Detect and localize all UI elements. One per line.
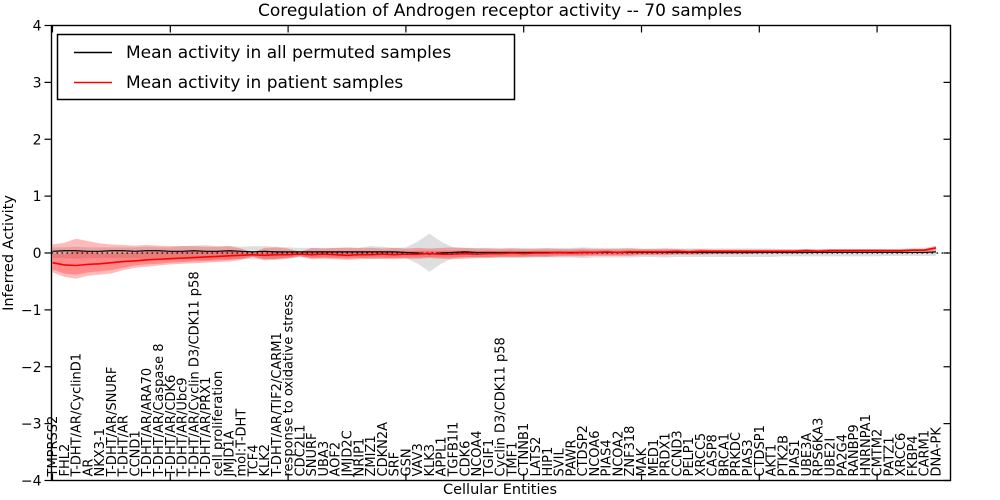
x-tick-label: PAWR — [564, 439, 579, 476]
x-tick-label: NRIP1 — [352, 438, 367, 477]
x-tick-label: PTK2B — [776, 435, 791, 477]
x-tick-label: DNA-PK — [930, 427, 945, 477]
x-tick-label: JMJD1A — [223, 430, 238, 477]
patient-std-inner-band — [52, 246, 936, 275]
y-tick-label: −2 — [21, 360, 42, 376]
legend: Mean activity in all permuted samples Me… — [56, 33, 516, 101]
x-tick-label: UBA3 — [317, 441, 332, 477]
x-tick-label: NKX3-1 — [93, 428, 108, 476]
x-tick-label: T-DHT/AR/CDK6 — [164, 375, 179, 478]
x-tick-label: CDK6 — [458, 441, 473, 477]
x-tick-label: T-DHT/AR — [117, 415, 132, 477]
plot-area: 4 3 2 1 0 −1 −2 −3 −4 TMPRSS2FHL2T-DHT/AR/CyclinD… — [21, 19, 952, 490]
x-tick-label: FKBP4 — [906, 435, 921, 476]
x-tick-label: KLK2 — [258, 444, 273, 477]
x-tick-label: SNURF — [305, 432, 320, 476]
y-tick-label: 3 — [33, 75, 42, 91]
x-tick-label: response to oxidative stress — [282, 294, 297, 477]
x-tick-label: AR — [81, 459, 96, 477]
patient-std-outer-band — [52, 238, 936, 279]
x-tick-label: PIAS4 — [600, 439, 615, 476]
x-tick-label: PELP1 — [682, 437, 697, 476]
x-tick-label: TMPRSS2 — [46, 416, 61, 478]
x-tick-label: T-DHT/AR/TIF2/CARM1 — [270, 332, 285, 477]
x-tick-label: Cyclin D3/CDK11 p58 — [494, 337, 509, 476]
x-tick-label: ZNF318 — [623, 426, 638, 477]
x-tick-label: PATZ1 — [882, 436, 897, 476]
x-tick-label: VAV3 — [411, 443, 426, 476]
x-tick-label: AOF2 — [329, 442, 344, 477]
legend-label-patient: Mean activity in patient samples — [126, 73, 403, 93]
x-tick-label: HNRNPA1 — [859, 414, 874, 476]
x-tick-label: NCOA6 — [588, 431, 603, 477]
x-tick-label: XRCC5 — [694, 433, 709, 477]
x-tick-label: CDKN2A — [376, 422, 391, 477]
x-tick-label: T-DHT/AR/CyclinD1 — [70, 353, 85, 478]
x-tick-label: CDC2L1 — [293, 425, 308, 477]
x-tick-label: CTDSP2 — [576, 425, 591, 476]
x-tick-label: CTNNB1 — [517, 423, 532, 477]
x-tick-label: CARM1 — [918, 430, 933, 477]
x-tick-label: SRF — [388, 452, 403, 477]
x-tick-label: UBE3A — [800, 433, 815, 477]
x-tick-label: TMF1 — [505, 442, 520, 478]
x-tick-label: APPL1 — [435, 436, 450, 476]
x-tick-label: ZMIZ1 — [364, 435, 379, 476]
y-tick-label: −1 — [21, 303, 42, 319]
x-tick-label: NCOA4 — [470, 431, 485, 477]
x-tick-label: CMTM2 — [871, 429, 886, 477]
chart-title: Coregulation of Androgen receptor activi… — [258, 1, 742, 21]
x-tick-label: HIP1 — [541, 447, 556, 477]
y-tick-label: 0 — [33, 246, 42, 262]
x-tick-label: T-DHT/AR/Caspase 8 — [152, 343, 167, 477]
x-tick-label: RANBP9 — [847, 424, 862, 476]
y-tick-label: −3 — [21, 417, 42, 433]
x-tick-label: GSN — [399, 448, 414, 476]
x-tick-label: CTDSP1 — [753, 425, 768, 476]
x-tick-label: TGFB1I1 — [447, 422, 462, 478]
x-tick-label: CCND1 — [128, 430, 143, 476]
x-tick-label: T-DHT/AR/SNURF — [105, 367, 120, 478]
x-tick-label: FHL2 — [58, 444, 73, 477]
x-tick-label: T-DHT/AR/Ubc9 — [176, 377, 191, 477]
patient-mean-line — [52, 247, 937, 267]
x-tick-label: CASP8 — [706, 434, 721, 476]
x-tick-label: TGIF1 — [482, 439, 497, 478]
x-tick-label: LATS2 — [529, 437, 544, 477]
legend-box — [56, 33, 516, 101]
y-tick-label: 1 — [33, 189, 42, 205]
x-tick-label: T-DHT/AR/ARA70 — [140, 368, 155, 478]
x-tick-label: T-DHT/AR/PRX1 — [199, 377, 214, 478]
x-tick-label: NCOA2 — [611, 431, 626, 477]
x-tick-label: XRCC6 — [894, 433, 909, 477]
x-tick-label: MAK — [635, 447, 650, 476]
x-tick-label: MED1 — [647, 439, 662, 477]
x-tick-label: RPS6KA3 — [812, 418, 827, 477]
x-tick-label: SVIL — [553, 448, 568, 477]
x-tick-label: BRCA1 — [717, 433, 732, 477]
x-tick-label: JMJD2C — [341, 430, 356, 477]
legend-label-permuted: Mean activity in all permuted samples — [126, 43, 451, 63]
x-tick-label: CCND3 — [670, 430, 685, 476]
y-tick-label: −4 — [21, 474, 42, 490]
x-tick-label: PA2G4 — [835, 434, 850, 477]
x-tick-label: PIAS3 — [741, 439, 756, 476]
x-tick-label: T-DHT/AR/Cyclin D3/CDK11 p58 — [187, 271, 202, 477]
x-tick-label: PRDX1 — [659, 432, 674, 476]
permuted-mean-line — [52, 250, 937, 255]
x-tick-label: TCF4 — [246, 444, 261, 477]
x-tick-label: PRKDC — [729, 432, 744, 476]
x-tick-label: PIAS1 — [788, 439, 803, 476]
x-tick-label: cell proliferation — [211, 371, 226, 477]
y-tick-label: 4 — [33, 19, 42, 35]
x-tick-label: mol:T-DHT — [234, 409, 249, 477]
x-tick-label: UBE2I — [823, 438, 838, 477]
x-tick-label: KLK3 — [423, 444, 438, 477]
x-tick-label: AKT1 — [765, 444, 780, 477]
y-tick-label: 2 — [33, 132, 42, 148]
y-axis-label: Inferred Activity — [1, 195, 17, 311]
x-axis-label: Cellular Entities — [443, 482, 557, 498]
